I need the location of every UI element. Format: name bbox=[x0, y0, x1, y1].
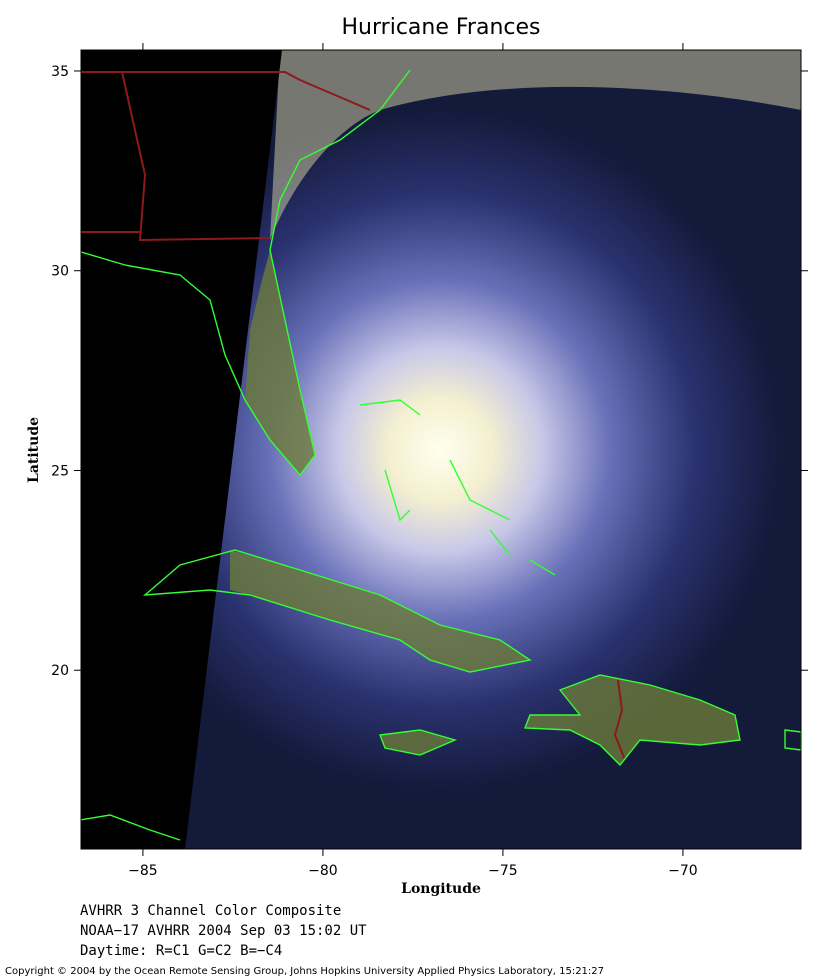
jamaica-land bbox=[380, 730, 455, 755]
islands-coast bbox=[81, 399, 801, 841]
y-tick-label: 30 bbox=[51, 264, 69, 280]
caption-line: Daytime: R=C1 G=C2 B=−C4 bbox=[80, 943, 282, 959]
no-data-area bbox=[81, 50, 282, 849]
x-tick-label: −80 bbox=[308, 863, 338, 879]
hispaniola-land bbox=[525, 675, 740, 765]
state-borders bbox=[81, 71, 371, 242]
y-tick-label: 25 bbox=[51, 463, 69, 479]
haiti-border bbox=[613, 679, 626, 761]
y-axis-label: Latitude bbox=[26, 417, 42, 483]
cloud-band bbox=[270, 50, 801, 240]
jamaica-coast bbox=[379, 729, 458, 756]
caption-line: AVHRR 3 Channel Color Composite bbox=[80, 903, 341, 919]
cuba-coast bbox=[142, 549, 532, 673]
hispaniola-coast bbox=[523, 674, 741, 767]
x-tick-label: −75 bbox=[488, 863, 518, 879]
y-tick-label: 20 bbox=[51, 663, 69, 679]
plot-frame bbox=[80, 49, 802, 850]
y-tick-label: 35 bbox=[51, 64, 69, 80]
us-coastline bbox=[81, 69, 411, 477]
x-tick-label: −70 bbox=[668, 863, 698, 879]
x-axis-label: Longitude bbox=[401, 881, 481, 897]
caption-line: NOAA−17 AVHRR 2004 Sep 03 15:02 UT bbox=[80, 923, 367, 939]
florida-land bbox=[245, 250, 315, 475]
chart-title: Hurricane Frances bbox=[342, 15, 541, 40]
satellite-image bbox=[81, 50, 801, 849]
x-tick-label: −85 bbox=[128, 863, 158, 879]
cuba-land bbox=[230, 550, 530, 672]
copyright: Copyright © 2004 by the Ocean Remote Sen… bbox=[5, 966, 604, 977]
